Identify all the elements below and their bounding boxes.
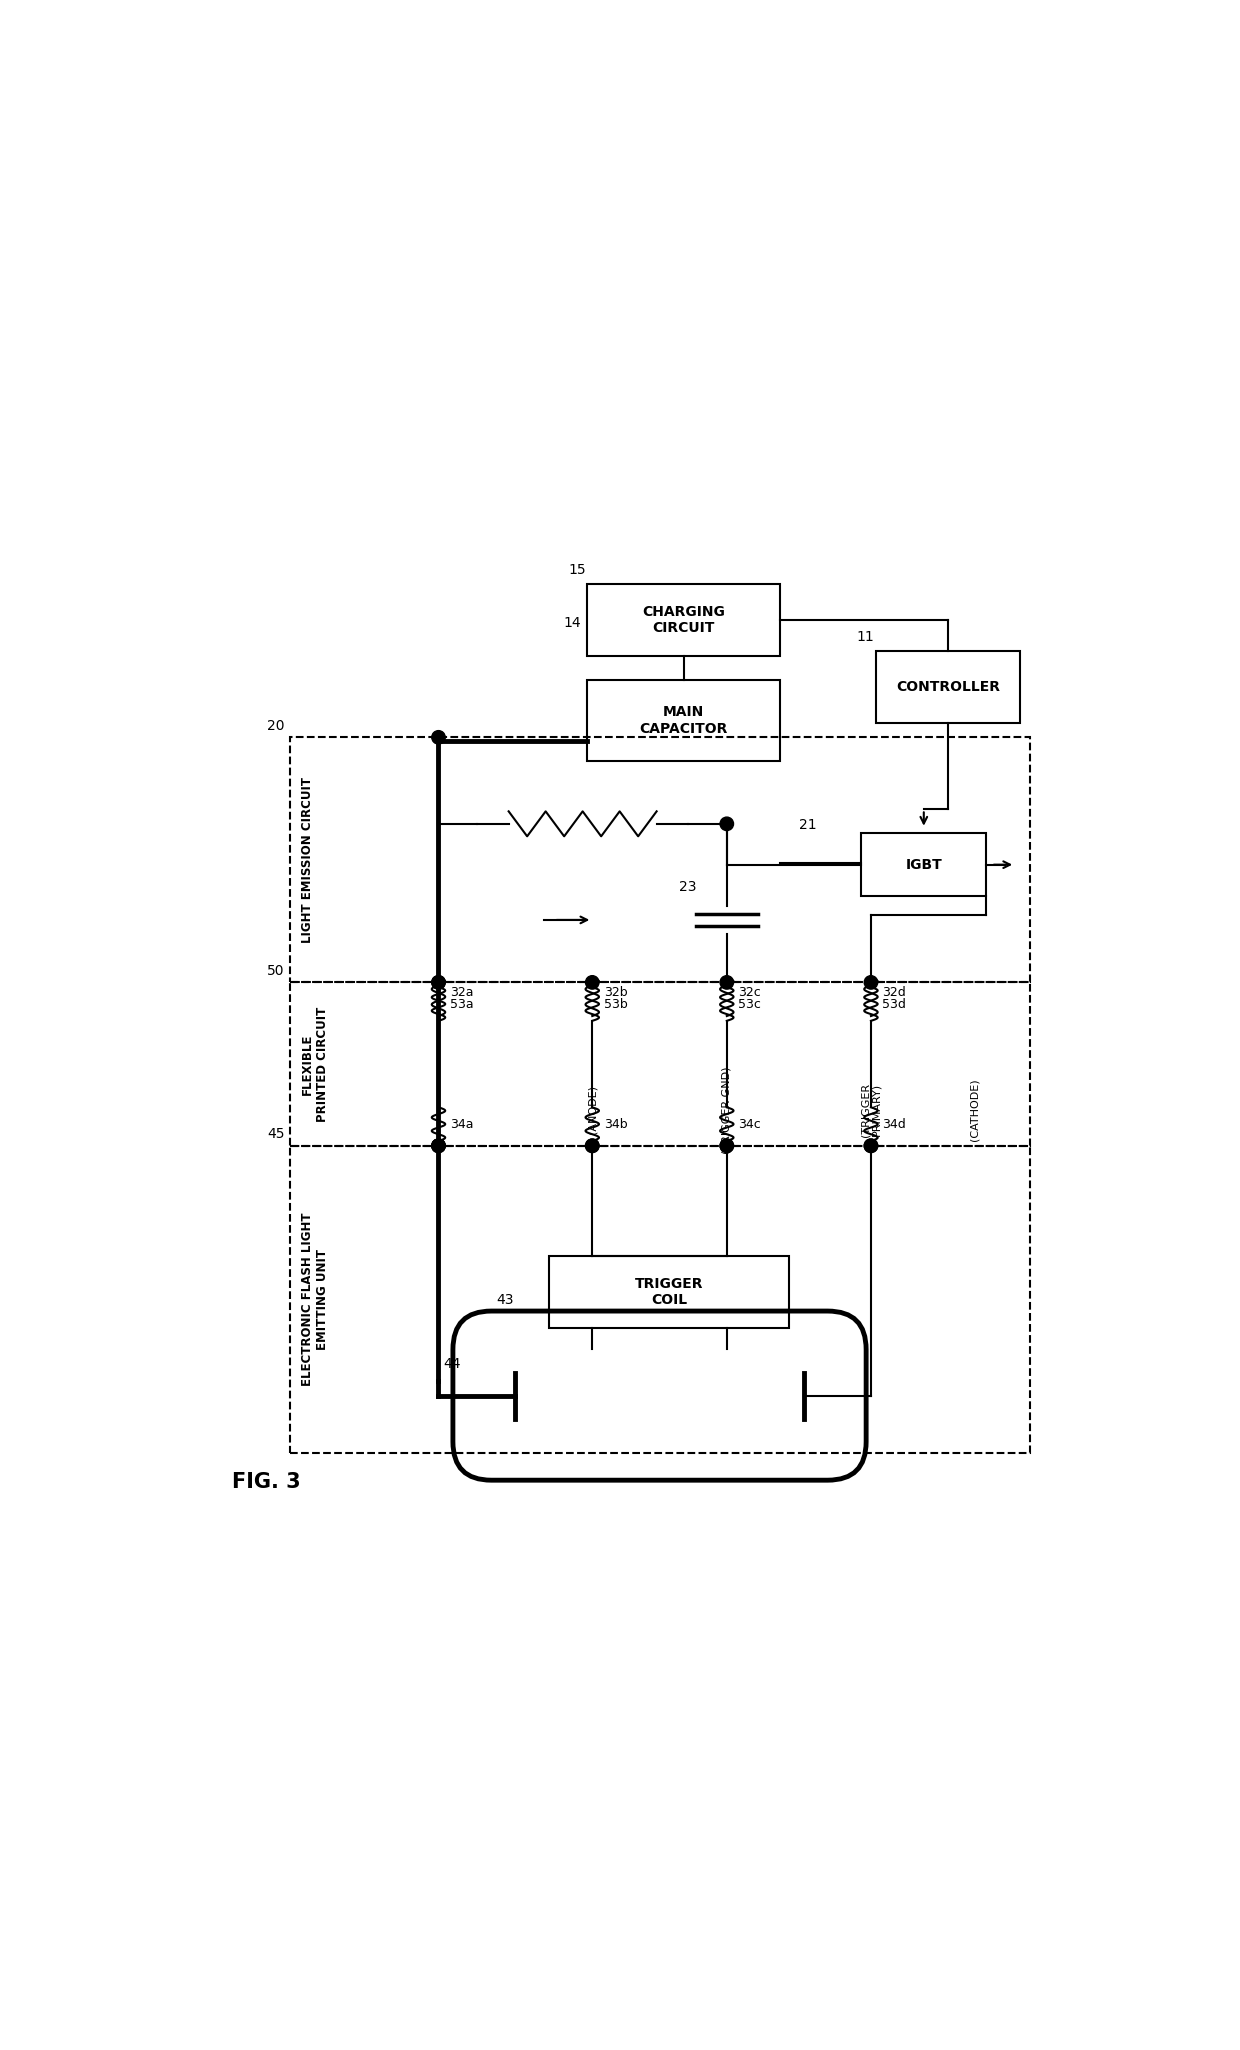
Bar — [290, 738, 1029, 982]
Text: 20: 20 — [268, 720, 285, 732]
Text: 34b: 34b — [604, 1117, 627, 1132]
Bar — [862, 834, 986, 896]
Text: ELECTRONIC FLASH LIGHT
EMITTING UNIT: ELECTRONIC FLASH LIGHT EMITTING UNIT — [301, 1214, 329, 1386]
Text: 34a: 34a — [450, 1117, 474, 1132]
Text: (TRIGGER GND): (TRIGGER GND) — [722, 1066, 732, 1154]
Circle shape — [720, 1140, 734, 1152]
Text: 44: 44 — [444, 1357, 461, 1371]
Text: LIGHT EMISSION CIRCUIT: LIGHT EMISSION CIRCUIT — [301, 777, 314, 943]
Circle shape — [585, 976, 599, 988]
Text: 43: 43 — [496, 1294, 513, 1308]
Text: 34c: 34c — [738, 1117, 761, 1132]
Text: 32d: 32d — [883, 986, 906, 998]
Bar — [549, 1257, 789, 1328]
Text: 32b: 32b — [604, 986, 627, 998]
Text: 34d: 34d — [883, 1117, 906, 1132]
Circle shape — [720, 1140, 734, 1152]
Text: MAIN
CAPACITOR: MAIN CAPACITOR — [640, 705, 728, 736]
Text: FIG. 3: FIG. 3 — [232, 1472, 300, 1492]
Text: 32a: 32a — [450, 986, 474, 998]
Text: 53d: 53d — [883, 998, 906, 1011]
Text: 53c: 53c — [738, 998, 761, 1011]
Text: CONTROLLER: CONTROLLER — [895, 681, 999, 693]
Text: 53a: 53a — [450, 998, 474, 1011]
Circle shape — [432, 1140, 445, 1152]
Text: 15: 15 — [568, 564, 585, 576]
Circle shape — [432, 1140, 445, 1152]
Bar — [588, 584, 780, 656]
Circle shape — [585, 1140, 599, 1152]
Circle shape — [585, 1140, 599, 1152]
Text: FLEXIBLE
PRINTED CIRCUIT: FLEXIBLE PRINTED CIRCUIT — [301, 1007, 329, 1121]
Text: 53b: 53b — [604, 998, 627, 1011]
Text: (CATHODE): (CATHODE) — [970, 1078, 980, 1142]
Circle shape — [432, 1140, 445, 1152]
Text: 23: 23 — [678, 879, 696, 894]
Bar — [290, 982, 1029, 1146]
Text: 21: 21 — [799, 818, 816, 832]
Text: TRIGGER
COIL: TRIGGER COIL — [635, 1277, 703, 1308]
Bar — [875, 650, 1021, 724]
Circle shape — [432, 730, 445, 744]
Text: IGBT: IGBT — [905, 857, 942, 871]
Circle shape — [864, 1140, 878, 1152]
Text: (ANODE): (ANODE) — [588, 1084, 598, 1134]
Text: 45: 45 — [268, 1128, 285, 1142]
Text: 11: 11 — [857, 629, 874, 644]
Circle shape — [432, 976, 445, 988]
Bar — [290, 1146, 1029, 1453]
Text: 14: 14 — [563, 615, 582, 629]
Circle shape — [720, 818, 734, 830]
Text: (TRIGGER
PRIMARY): (TRIGGER PRIMARY) — [861, 1082, 882, 1138]
Circle shape — [432, 976, 445, 988]
Circle shape — [864, 1140, 878, 1152]
Text: 32c: 32c — [738, 986, 761, 998]
Text: 50: 50 — [268, 964, 285, 978]
Circle shape — [864, 976, 878, 988]
Text: CHARGING
CIRCUIT: CHARGING CIRCUIT — [642, 605, 725, 636]
Bar — [588, 681, 780, 761]
Circle shape — [720, 976, 734, 988]
